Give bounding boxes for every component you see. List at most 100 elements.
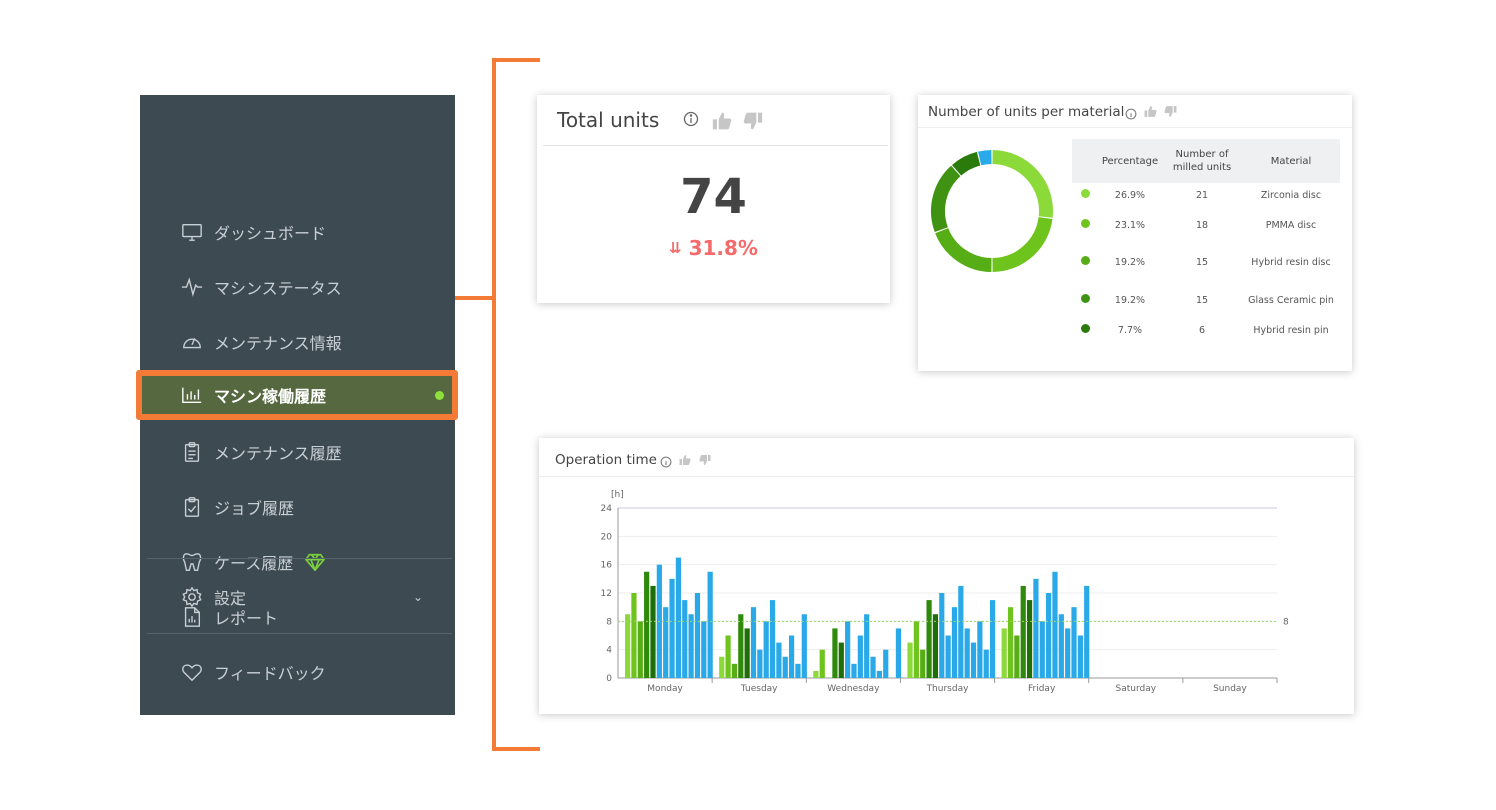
sidebar-item-report[interactable]: レポート: [140, 597, 455, 637]
x-tick-label: Friday: [1028, 684, 1056, 694]
column-header: Percentage: [1101, 155, 1159, 167]
x-tick-label: Tuesday: [740, 684, 778, 694]
sidebar-item-maintenance-info[interactable]: メンテナンス情報: [140, 322, 455, 362]
bar: [1014, 635, 1020, 678]
x-tick-label: Monday: [647, 684, 683, 694]
legend-dot: [1080, 294, 1090, 303]
units-cell: 18: [1195, 219, 1209, 231]
info-icon[interactable]: [1125, 105, 1137, 120]
y-tick-label: 12: [601, 589, 612, 599]
column-header: Material: [1270, 155, 1312, 167]
report-icon: [178, 606, 206, 628]
card-title: Total units: [557, 108, 660, 132]
bar: [970, 642, 977, 678]
thumbs-up-icon[interactable]: [1144, 105, 1157, 118]
donut-slice: [935, 227, 992, 272]
bar: [1084, 585, 1090, 678]
sidebar-item-settings[interactable]: 設定 ⌄: [140, 577, 455, 617]
sidebar-item-label: メンテナンス履歴: [214, 444, 342, 463]
thumbs-up-icon[interactable]: [679, 454, 691, 466]
bar: [1065, 628, 1071, 678]
clipboard-list-icon: [178, 441, 206, 463]
bar: [876, 670, 882, 678]
bar-chart-icon: [178, 384, 206, 406]
sidebar-item-dashboard[interactable]: ダッシュボード: [140, 212, 455, 252]
thumbs-up-icon[interactable]: [712, 111, 732, 131]
card-divider: [918, 127, 1352, 128]
bar: [1007, 607, 1014, 678]
sidebar-item-job-history[interactable]: ジョブ履歴: [140, 487, 455, 527]
sidebar-item-machine-status[interactable]: マシンステータス: [140, 267, 455, 307]
x-tick-label: Sunday: [1213, 684, 1247, 694]
highlight-connector: [455, 296, 495, 300]
x-tick-label: Thursday: [926, 684, 970, 694]
bar: [731, 663, 738, 678]
legend-dot: [1080, 219, 1090, 228]
thumbs-down-icon[interactable]: [743, 111, 763, 131]
highlight-bracket: [492, 58, 496, 751]
heart-icon: [178, 661, 206, 683]
sidebar-item-machine-history[interactable]: マシン稼働履歴: [136, 370, 458, 420]
sidebar-item-case-history[interactable]: ケース履歴: [140, 542, 455, 582]
tooth-icon: [178, 551, 206, 573]
bar: [989, 600, 996, 678]
percentage-cell: 7.7%: [1117, 324, 1143, 336]
bar: [782, 656, 788, 678]
highlight-bracket-top: [492, 58, 540, 62]
chevron-down-icon[interactable]: ⌄: [412, 590, 423, 604]
clipboard-check-icon: [178, 496, 206, 518]
column-header: Number of milled units: [1172, 149, 1232, 173]
bar: [813, 670, 819, 678]
bar: [757, 649, 763, 678]
operation-time-card: Operation time [h] 0 4 8 12 16 20 24 Monday Tues…: [539, 438, 1354, 714]
thumbs-down-icon[interactable]: [699, 454, 711, 466]
table-header: Percentage Number of milled units Materi…: [1072, 139, 1340, 183]
units-cell: 21: [1195, 189, 1209, 201]
double-chevron-down-icon: ⇊: [669, 239, 682, 257]
percentage-cell: 19.2%: [1114, 294, 1146, 306]
card-divider: [543, 145, 888, 146]
donut-slice: [952, 151, 981, 176]
sidebar-item-label: 設定: [214, 589, 247, 608]
bar: [907, 642, 913, 678]
legend-dot: [1080, 256, 1090, 265]
bar: [694, 593, 701, 678]
pulse-icon: [178, 276, 206, 298]
units-cell: 6: [1198, 324, 1206, 336]
bar: [795, 663, 801, 678]
bar: [939, 593, 945, 678]
bar: [964, 628, 970, 678]
monitor-icon: [178, 221, 206, 243]
sidebar-item-feedback[interactable]: フィードバック: [140, 652, 455, 692]
bar: [650, 585, 656, 678]
bar: [977, 621, 983, 678]
operation-time-chart: [h] 0 4 8 12 16 20 24 Monday Tuesday Wednesday Thu…: [601, 490, 1289, 694]
sidebar: ダッシュボード マシンステータス メンテナンス情報 マシン稼働履歴 メンテ: [136, 95, 458, 715]
sidebar-item-label: ダッシュボード: [214, 224, 327, 243]
total-units-change: ⇊ 31.8%: [537, 236, 890, 260]
thumbs-down-icon[interactable]: [1164, 105, 1177, 118]
legend-dot: [1080, 324, 1090, 333]
bar: [1033, 578, 1039, 678]
bar: [845, 621, 851, 678]
bar: [1077, 635, 1083, 678]
units-per-material-card: Number of units per material Percentage …: [918, 95, 1352, 371]
bar: [744, 628, 750, 678]
table-row: 26.9% 21 Zirconia disc: [1072, 189, 1340, 201]
material-cell: Glass Ceramic pin: [1248, 294, 1334, 306]
bar: [851, 663, 857, 678]
bar: [838, 642, 844, 678]
info-icon[interactable]: [660, 453, 672, 468]
sidebar-item-maintenance-history[interactable]: メンテナンス履歴: [140, 432, 455, 472]
card-title: Number of units per material: [928, 104, 1125, 120]
bar: [719, 656, 725, 678]
card-divider: [539, 476, 1354, 477]
diamond-icon: [305, 553, 326, 571]
info-icon[interactable]: [683, 111, 699, 127]
gauge-icon: [178, 331, 206, 353]
bar: [913, 621, 919, 678]
donut-slice: [992, 216, 1053, 272]
bar: [663, 607, 669, 678]
bar: [883, 649, 889, 678]
